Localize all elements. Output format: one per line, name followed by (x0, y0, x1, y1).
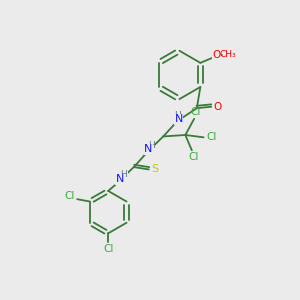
Text: Cl: Cl (191, 107, 201, 117)
Text: O: O (212, 50, 220, 60)
Text: Cl: Cl (188, 152, 199, 162)
Text: Cl: Cl (64, 190, 75, 201)
Text: N: N (144, 144, 153, 154)
Text: Cl: Cl (103, 244, 113, 254)
Text: O: O (213, 102, 221, 112)
Text: N: N (174, 114, 183, 124)
Text: S: S (151, 164, 158, 174)
Text: CH₃: CH₃ (220, 50, 236, 59)
Text: N: N (116, 174, 124, 184)
Text: Cl: Cl (206, 132, 216, 142)
Text: H: H (148, 141, 155, 150)
Text: H: H (120, 170, 127, 179)
Text: H: H (174, 111, 181, 120)
